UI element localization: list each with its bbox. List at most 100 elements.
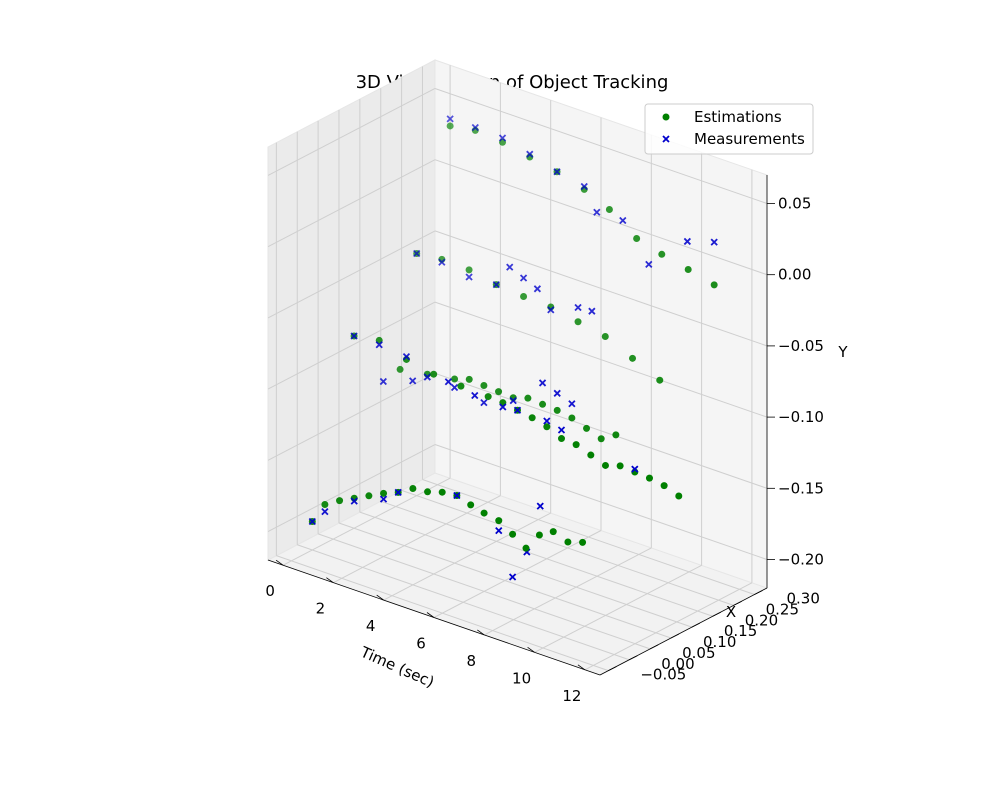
estimation-point — [572, 441, 580, 449]
measurement-point — [645, 260, 653, 269]
estimation-point — [557, 435, 565, 443]
estimation-point — [495, 517, 503, 525]
estimation-point — [409, 485, 417, 493]
estimation-point — [616, 462, 624, 470]
legend-marker-measurements — [662, 135, 670, 143]
estimation-point — [583, 424, 591, 432]
y-tick-label: −0.20 — [778, 551, 824, 569]
data-points — [308, 115, 718, 581]
measurement-point — [683, 237, 691, 246]
gridline — [433, 530, 602, 618]
x-tick-label: 0.05 — [682, 644, 715, 662]
measurement-point — [413, 249, 421, 258]
estimation-point — [438, 488, 446, 496]
y-tick-label: −0.15 — [778, 479, 824, 497]
measurement-point — [350, 497, 358, 505]
time-tick-mark — [527, 647, 535, 653]
estimation-point — [539, 400, 547, 408]
legend-label-estimations: Estimations — [694, 108, 782, 126]
y-tick-label: −0.05 — [778, 337, 824, 355]
estimation-point — [587, 451, 595, 459]
gridline — [333, 495, 501, 584]
x-tick-mark — [691, 622, 701, 628]
measurement-point — [495, 526, 503, 535]
gridline — [434, 301, 768, 418]
x-tick-label: 0.15 — [724, 622, 757, 640]
gridline — [267, 444, 436, 532]
estimation-point — [467, 501, 475, 509]
estimation-point — [629, 354, 637, 362]
estimation-point — [601, 332, 609, 340]
measurement-point — [543, 417, 551, 425]
estimation-point — [520, 293, 528, 301]
x-tick-label: −0.05 — [640, 666, 686, 684]
time-tick-label: 4 — [366, 617, 376, 635]
gridline — [534, 564, 702, 653]
gridline — [276, 555, 609, 672]
gridline — [434, 444, 768, 560]
legend-label-measurements: Measurements — [694, 130, 805, 148]
estimation-point — [465, 375, 473, 383]
x-tick-label: 0.20 — [745, 611, 778, 629]
measurement-point — [471, 391, 479, 400]
estimation-point — [633, 234, 641, 242]
estimation-point — [396, 365, 404, 373]
measurement-point — [423, 373, 431, 381]
measurement-point — [471, 123, 479, 132]
measurement-point — [499, 403, 507, 411]
time-tick-mark — [275, 559, 284, 566]
time-tick-label: 10 — [512, 669, 531, 687]
measurement-point — [536, 502, 544, 510]
measurement-point — [568, 400, 576, 408]
measurement-point — [465, 273, 473, 281]
legend-marker-estimations — [662, 113, 670, 121]
measurement-point — [588, 307, 596, 315]
time-tick-label: 2 — [316, 600, 326, 618]
estimation-point — [684, 265, 692, 273]
estimation-point — [645, 474, 653, 482]
measurement-point — [538, 379, 547, 387]
time-tick-mark — [426, 612, 435, 618]
y-tick-label: 0.05 — [778, 194, 811, 212]
estimation-point — [553, 406, 561, 414]
estimation-point — [605, 205, 613, 213]
time-tick-label: 0 — [265, 582, 275, 600]
measurement-point — [526, 150, 534, 158]
legend: Estimations Measurements — [644, 103, 814, 155]
time-tick-mark — [477, 629, 485, 636]
gridline — [317, 533, 651, 650]
estimation-point — [465, 266, 473, 274]
estimation-point — [597, 435, 605, 443]
time-tick-label: 8 — [467, 652, 477, 670]
time-tick-mark — [577, 664, 586, 671]
measurement-point — [480, 398, 488, 407]
y-tick-label: −0.10 — [778, 408, 824, 426]
estimation-point — [656, 376, 664, 384]
measurement-point — [375, 341, 383, 349]
gridline — [484, 547, 652, 636]
gridline — [434, 159, 768, 276]
measurement-point — [379, 377, 387, 386]
measurement-point — [710, 238, 718, 246]
estimation-point — [612, 431, 620, 439]
measurement-point — [438, 258, 446, 266]
estimation-point — [446, 122, 454, 130]
gridline — [380, 500, 713, 617]
measurement-point — [553, 389, 561, 397]
time-tick-label: 12 — [562, 687, 581, 705]
z-axis-label: Y — [837, 343, 848, 361]
gridline — [401, 489, 734, 606]
legend-box — [644, 103, 814, 155]
gridline — [422, 479, 755, 595]
measurement-point — [508, 573, 517, 581]
x-tick-label: 0.00 — [661, 655, 694, 673]
estimation-point — [579, 538, 587, 546]
measurement-point — [350, 332, 358, 340]
measurement-point — [547, 306, 555, 314]
time-tick-label: 6 — [416, 635, 426, 653]
estimation-point — [430, 370, 438, 378]
measurement-point — [533, 285, 542, 293]
estimation-point — [660, 482, 668, 490]
measurement-point — [631, 465, 639, 473]
